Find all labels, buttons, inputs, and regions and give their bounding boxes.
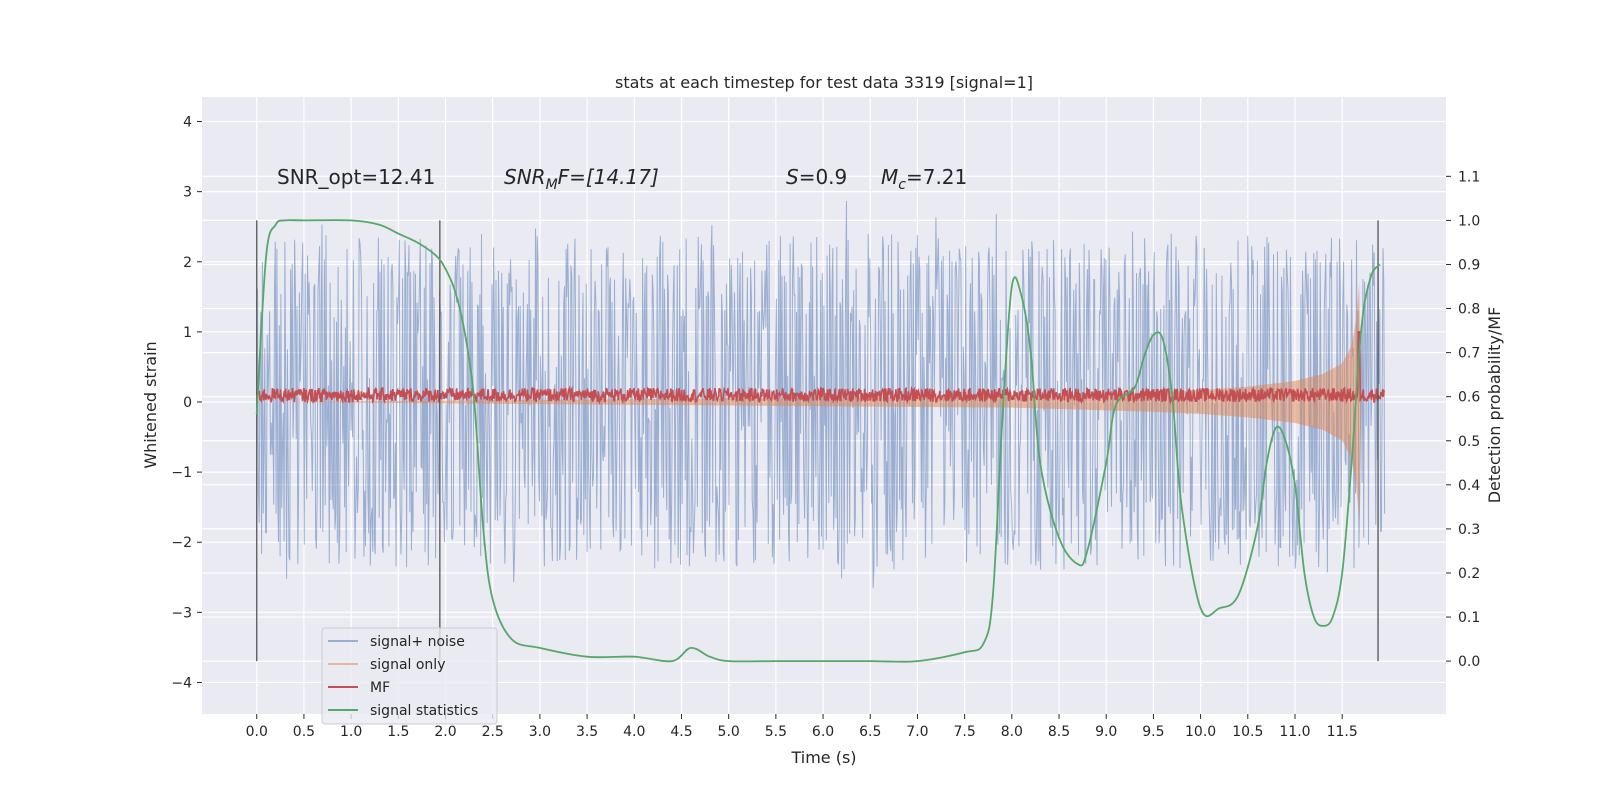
legend-box [321, 627, 498, 725]
y-tick-label: −2 [171, 535, 192, 551]
y2-tick-label: 0.0 [1458, 654, 1480, 670]
legend-label: signal statistics [370, 703, 478, 719]
legend-label: signal only [370, 657, 445, 673]
x-tick-label: 1.5 [387, 724, 409, 740]
x-tick-label: 9.5 [1142, 724, 1164, 740]
x-tick-label: 8.5 [1048, 724, 1070, 740]
annotation-mc-main: M [881, 165, 898, 189]
x-tick-label: 6.5 [859, 724, 881, 740]
x-tick-label: 3.5 [576, 724, 598, 740]
y2-tick-label: 0.9 [1458, 257, 1480, 273]
x-tick-label: 2.5 [482, 724, 504, 740]
y2-axis-label: Detection probability/MF [1485, 307, 1504, 504]
y2-tick-label: 0.2 [1458, 566, 1480, 582]
x-tick-label: 9.0 [1095, 724, 1117, 740]
y2-tick-label: 0.3 [1458, 522, 1480, 538]
annotation-s: S=0.9 [786, 165, 847, 189]
x-tick-label: 1.0 [340, 724, 362, 740]
y-axis-label: Whitened strain [141, 341, 160, 468]
chart-title: stats at each timestep for test data 331… [615, 73, 1033, 92]
x-tick-label: 0.5 [293, 724, 315, 740]
x-tick-label: 11.0 [1279, 724, 1310, 740]
annotation-mc-sub: c [898, 177, 906, 193]
y-tick-label: 4 [183, 115, 192, 131]
y2-tick-label: 0.6 [1458, 390, 1480, 406]
x-tick-label: 4.0 [623, 724, 645, 740]
x-tick-label: 6.0 [812, 724, 834, 740]
x-tick-label: 5.5 [765, 724, 787, 740]
y2-tick-label: 0.7 [1458, 346, 1480, 362]
legend-label: MF [370, 680, 390, 696]
y2-tick-label: 1.0 [1458, 213, 1480, 229]
x-tick-label: 2.0 [434, 724, 456, 740]
legend-entries: signal+ noise signal only MF signal statist… [328, 634, 478, 719]
y-tick-label: 1 [183, 325, 192, 341]
y-tick-label: 2 [183, 255, 192, 271]
y2-tick-label: 0.4 [1458, 478, 1480, 494]
x-axis-label: Time (s) [790, 748, 856, 767]
annotation-snr-mf-sub: M [546, 177, 558, 193]
x-tick-label: 4.5 [670, 724, 692, 740]
annotation-s-rest: =0.9 [799, 165, 848, 189]
annotation-s-main: S [786, 165, 799, 189]
x-tick-label: 10.0 [1185, 724, 1216, 740]
x-tick-label: 10.5 [1232, 724, 1263, 740]
y-axis-ticks: 4 3 2 1 0 −1 −2 −3 −4 [171, 115, 202, 691]
y-tick-label: −1 [171, 465, 192, 481]
annotation-snr-mf-rest: F=[14.17] [558, 165, 659, 189]
y-tick-label: −3 [171, 605, 192, 621]
x-tick-label: 0.0 [246, 724, 268, 740]
annotation-snr-mf: SNRMF=[14.17] [504, 165, 659, 193]
y2-tick-label: 0.1 [1458, 610, 1480, 626]
annotation-snr-mf-main: SNR [504, 165, 546, 189]
vertical-markers [256, 220, 1379, 662]
y2-axis-ticks: 1.1 1.0 0.9 0.8 0.7 0.6 0.5 0.4 0.3 0.2 0.1 0.0 [1446, 169, 1480, 670]
legend: signal+ noise signal only MF signal statist… [321, 627, 498, 725]
signal-noise-series [256, 200, 1386, 589]
annotation-mc: Mc=7.21 [881, 165, 967, 193]
signal-statistics-series [255, 219, 1381, 663]
x-tick-label: 7.5 [954, 724, 976, 740]
y-tick-label: 0 [183, 395, 192, 411]
annotation-mc-rest: =7.21 [906, 165, 967, 189]
y-tick-label: 3 [183, 185, 192, 201]
y2-tick-label: 0.5 [1458, 434, 1480, 450]
mf-series [255, 331, 1386, 405]
annotation-snr-opt: SNR_opt=12.41 [277, 165, 435, 189]
legend-label: signal+ noise [370, 634, 465, 650]
x-tick-label: 8.0 [1001, 724, 1023, 740]
y2-tick-label: 1.1 [1458, 169, 1480, 185]
y-tick-label: −4 [171, 675, 192, 691]
x-tick-label: 3.0 [529, 724, 551, 740]
signal-only-series [256, 282, 1362, 522]
x-axis-ticks: 0.0 0.5 1.0 1.5 2.0 2.5 3.0 3.5 4.0 4.5 5.0 5.5 6.0 6… [246, 714, 1358, 740]
x-tick-label: 11.5 [1327, 724, 1358, 740]
annotations: SNR_opt=12.41 SNRMF=[14.17] S=0.9 Mc=7.2… [277, 165, 967, 193]
y2-tick-label: 0.8 [1458, 302, 1480, 318]
x-tick-label: 5.0 [718, 724, 740, 740]
x-tick-label: 7.0 [906, 724, 928, 740]
